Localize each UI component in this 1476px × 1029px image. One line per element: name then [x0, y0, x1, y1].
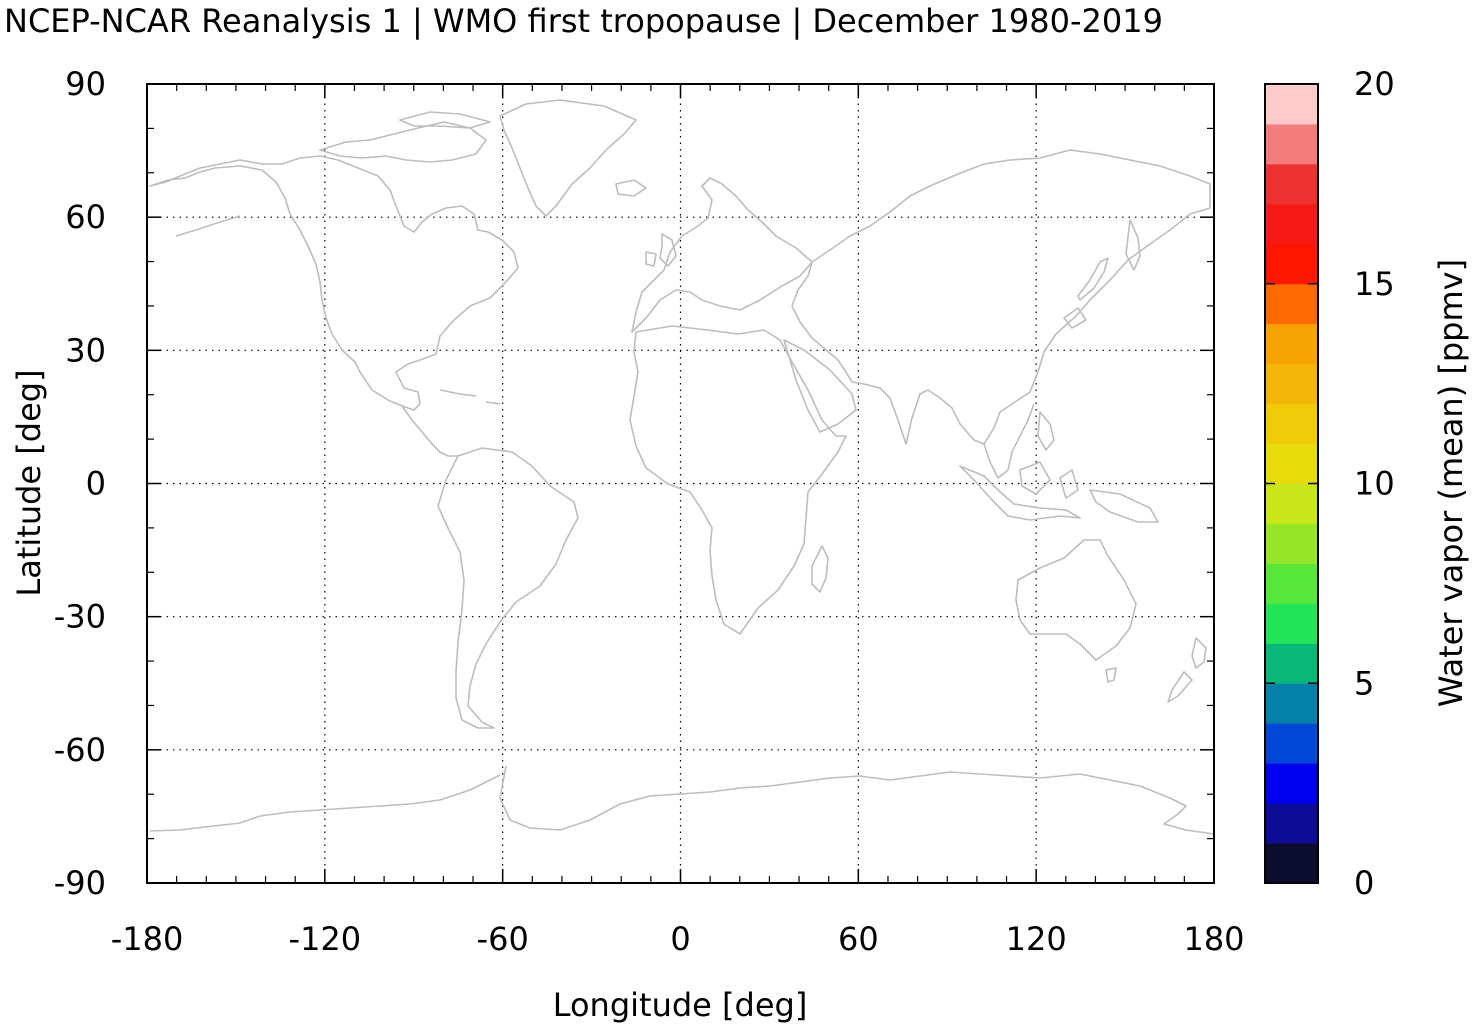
colorbar-tick-label: 20	[1354, 65, 1395, 103]
colorbar-cell	[1265, 643, 1318, 684]
colorbar-cell	[1265, 243, 1318, 285]
coastline-south-america	[437, 447, 579, 729]
y-tick-label: 0	[86, 465, 106, 503]
coastline-arctic-islands	[319, 111, 491, 163]
y-tick-label: 60	[65, 198, 106, 236]
coastline-asia	[791, 149, 1211, 445]
colorbar-cell	[1265, 323, 1318, 365]
coastline-tasmania	[1105, 667, 1117, 683]
colorbar: 0 5 10 15 20 Water vapor (mean) [ppmv]	[1264, 65, 1470, 902]
figure-title: NCEP-NCAR Reanalysis 1 | WMO first tropo…	[4, 2, 1163, 40]
graticule	[147, 84, 1214, 883]
coastline-central-america	[401, 405, 458, 457]
map-plot: -180 -120 -60 0 60 120 180 90 60 30 0 -30 -60 -90 Lo…	[10, 65, 1245, 1024]
coastline-new-zealand	[1167, 637, 1207, 703]
x-tick-label: -120	[289, 920, 362, 958]
colorbar-cell	[1265, 723, 1318, 764]
coastline-arabia	[783, 339, 857, 433]
colorbar-cell	[1265, 123, 1318, 165]
colorbar-cell	[1265, 203, 1318, 245]
coastline-europe	[631, 177, 813, 333]
colorbar-cell	[1265, 563, 1318, 604]
coastlines	[149, 99, 1215, 835]
coastline-indonesia	[959, 461, 1159, 523]
coastline-north-america	[149, 155, 519, 411]
colorbar-cell	[1265, 443, 1318, 484]
colorbar-cell	[1265, 483, 1318, 524]
x-axis: -180 -120 -60 0 60 120 180	[111, 84, 1245, 958]
coastline-british-isles	[645, 233, 677, 267]
colorbar-label: Water vapor (mean) [ppmv]	[1432, 259, 1470, 707]
coastline-philippines	[1037, 411, 1055, 451]
coastline-madagascar	[811, 545, 829, 593]
colorbar-tick-label: 15	[1354, 265, 1395, 303]
colorbar-cells	[1265, 84, 1318, 884]
x-tick-label: 0	[670, 920, 690, 958]
colorbar-cell	[1265, 803, 1318, 844]
y-axis-label: Latitude [deg]	[10, 369, 48, 596]
coastline-caribbean	[439, 389, 501, 405]
x-axis-label: Longitude [deg]	[553, 986, 808, 1024]
colorbar-cell	[1265, 283, 1318, 325]
colorbar-cell	[1265, 363, 1318, 405]
colorbar-cell	[1265, 403, 1318, 445]
y-tick-label: -30	[54, 598, 106, 636]
coastline-aleutians	[175, 215, 241, 237]
colorbar-tick-label: 0	[1354, 864, 1374, 902]
coastline-indochina	[983, 403, 1035, 479]
colorbar-cell	[1265, 683, 1318, 724]
x-tick-label: -180	[111, 920, 184, 958]
coastline-iceland	[615, 179, 647, 197]
colorbar-ticks: 0 5 10 15 20	[1265, 65, 1395, 902]
x-tick-label: -60	[477, 920, 529, 958]
coastline-kamchatka	[1125, 219, 1141, 271]
coastline-australia	[1015, 539, 1137, 661]
colorbar-cell	[1265, 843, 1318, 884]
y-axis: 90 60 30 0 -30 -60 -90	[54, 65, 1214, 902]
coastline-japan	[1063, 257, 1109, 329]
colorbar-cell	[1265, 84, 1318, 125]
y-tick-label: 30	[65, 331, 106, 369]
colorbar-cell	[1265, 603, 1318, 644]
colorbar-tick-label: 10	[1354, 465, 1395, 503]
colorbar-cell	[1265, 763, 1318, 804]
y-tick-label: -90	[54, 864, 106, 902]
coastline-greenland	[499, 99, 637, 217]
x-tick-label: 60	[838, 920, 879, 958]
x-tick-label: 180	[1183, 920, 1244, 958]
coastline-antarctica	[149, 765, 1215, 835]
colorbar-cell	[1265, 163, 1318, 205]
y-tick-label: -60	[54, 731, 106, 769]
x-tick-label: 120	[1006, 920, 1067, 958]
colorbar-tick-label: 5	[1354, 664, 1374, 702]
y-tick-label: 90	[65, 65, 106, 103]
colorbar-cell	[1265, 523, 1318, 564]
